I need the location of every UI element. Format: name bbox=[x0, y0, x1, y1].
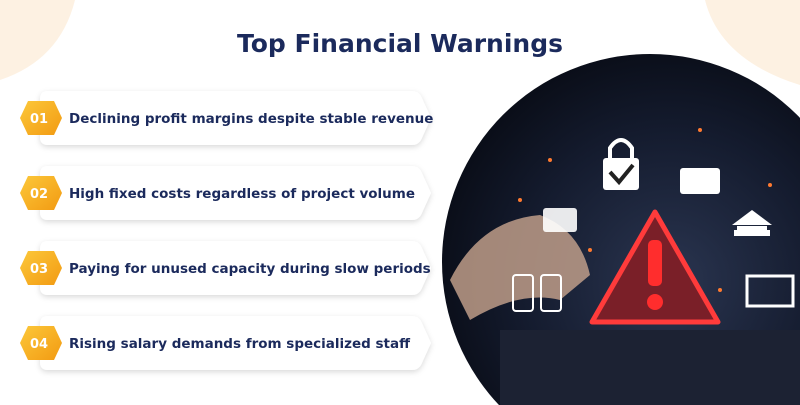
title: Top Financial Warnings bbox=[237, 29, 563, 58]
item-card bbox=[40, 316, 431, 370]
item-text: Declining profit margins despite stable … bbox=[69, 111, 433, 127]
item-text: Rising salary demands from specialized s… bbox=[69, 336, 411, 352]
warning-item: 03 Paying for unused capacity during slow… bbox=[20, 241, 431, 295]
item-number: 04 bbox=[30, 337, 48, 352]
corner-decor bbox=[705, 0, 800, 85]
item-text: High fixed costs regardless of project v… bbox=[69, 186, 415, 202]
warning-item: 02 High fixed costs regardless of project… bbox=[20, 166, 431, 220]
illustration bbox=[442, 54, 800, 405]
number-badge bbox=[20, 176, 62, 210]
warning-item: 04 Rising salary demands from specialized… bbox=[20, 316, 431, 370]
item-card bbox=[40, 241, 431, 295]
item-number: 03 bbox=[30, 262, 48, 277]
item-number: 01 bbox=[30, 112, 48, 127]
item-card bbox=[40, 166, 431, 220]
item-card bbox=[40, 91, 431, 145]
corner-decor bbox=[0, 0, 75, 80]
number-badge bbox=[20, 251, 62, 285]
warning-item: 01 Declining profit margins despite stabl… bbox=[20, 91, 433, 145]
item-text: Paying for unused capacity during slow p… bbox=[69, 261, 431, 277]
number-badge bbox=[20, 101, 62, 135]
item-number: 02 bbox=[30, 187, 48, 202]
number-badge bbox=[20, 326, 62, 360]
